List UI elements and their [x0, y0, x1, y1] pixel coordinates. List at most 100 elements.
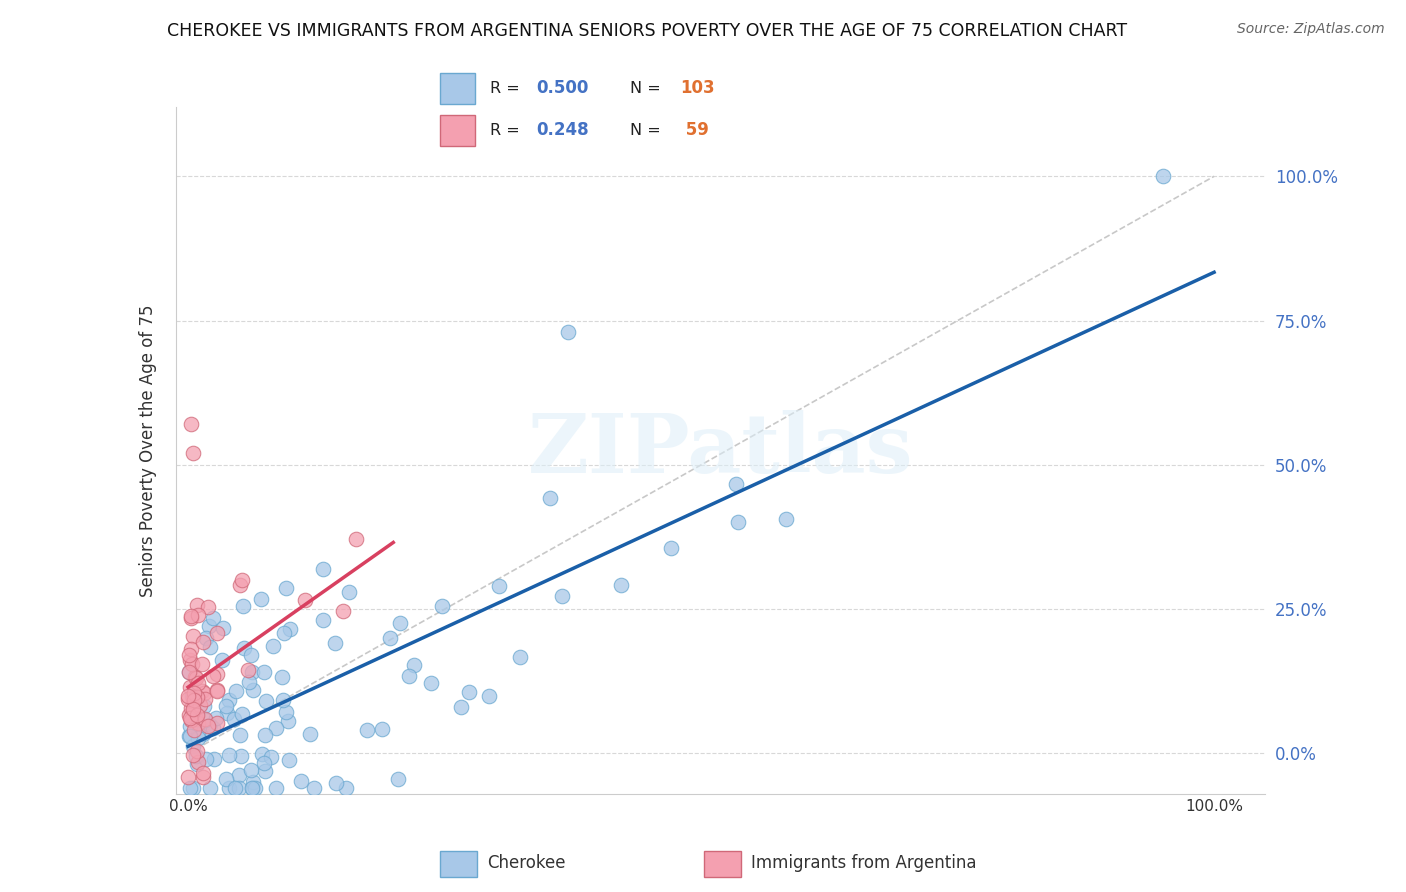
Text: 0.248: 0.248 [537, 121, 589, 139]
Point [180, 611, 202, 625]
Text: Immigrants from Argentina: Immigrants from Argentina [751, 854, 976, 872]
Point [193, 685, 215, 699]
Point [242, 775, 264, 789]
Point [218, 748, 240, 763]
Point [610, 578, 633, 592]
Text: 103: 103 [681, 79, 714, 97]
Point [191, 657, 214, 671]
Point [183, 690, 205, 705]
Point [337, 585, 360, 599]
Point [262, 639, 284, 653]
Point [186, 757, 208, 772]
Point [212, 621, 235, 635]
Point [557, 325, 579, 339]
Point [228, 781, 250, 796]
Point [197, 599, 219, 614]
Point [240, 665, 263, 680]
Point [430, 599, 453, 613]
Point [205, 667, 228, 681]
Point [186, 599, 208, 613]
Point [198, 619, 221, 633]
Point [378, 631, 401, 645]
Point [184, 671, 207, 685]
Point [179, 652, 201, 666]
Point [238, 664, 260, 678]
Point [277, 714, 299, 729]
Point [177, 689, 200, 703]
Point [181, 748, 204, 763]
Point [180, 642, 202, 657]
Point [191, 765, 214, 780]
Point [332, 604, 354, 618]
Point [724, 476, 747, 491]
Point [187, 756, 209, 770]
Point [177, 770, 200, 784]
Point [193, 712, 215, 726]
Point [457, 685, 479, 699]
Point [179, 729, 201, 743]
Point [218, 692, 240, 706]
Point [214, 772, 236, 787]
Point [197, 719, 219, 733]
Point [205, 626, 228, 640]
Point [311, 562, 333, 576]
Point [180, 701, 202, 715]
Point [264, 781, 287, 796]
Point [229, 749, 252, 764]
Point [238, 674, 260, 689]
Point [187, 608, 209, 623]
Point [302, 781, 325, 796]
Point [245, 781, 267, 796]
Point [181, 657, 204, 671]
Point [202, 752, 225, 766]
Point [242, 682, 264, 697]
Text: R =: R = [489, 80, 524, 95]
Point [240, 781, 263, 796]
Point [398, 669, 420, 683]
Point [202, 669, 225, 683]
Point [183, 723, 205, 737]
Point [179, 711, 201, 725]
Point [186, 707, 208, 722]
Point [222, 712, 245, 726]
Point [259, 750, 281, 764]
Point [180, 608, 202, 623]
Bar [440, 851, 478, 877]
Point [177, 665, 200, 679]
Point [183, 693, 205, 707]
Point [181, 446, 204, 460]
Text: ZIPatlas: ZIPatlas [527, 410, 914, 491]
Point [228, 768, 250, 782]
Point [204, 710, 226, 724]
Point [225, 684, 247, 698]
Text: 59: 59 [681, 121, 709, 139]
Text: Source: ZipAtlas.com: Source: ZipAtlas.com [1237, 22, 1385, 37]
Point [239, 764, 262, 778]
Point [253, 665, 276, 680]
Point [179, 781, 201, 796]
Point [551, 589, 574, 603]
Point [370, 723, 392, 737]
Point [1152, 169, 1174, 184]
Text: R =: R = [489, 123, 524, 138]
Bar [703, 851, 741, 877]
Point [277, 753, 299, 767]
Point [273, 626, 295, 640]
Y-axis label: Seniors Poverty Over the Age of 75: Seniors Poverty Over the Age of 75 [139, 304, 157, 597]
Point [193, 770, 215, 784]
Point [232, 640, 254, 655]
Point [184, 748, 207, 763]
Point [194, 713, 217, 727]
Point [231, 707, 253, 722]
Point [229, 577, 252, 591]
Point [181, 739, 204, 753]
Point [191, 683, 214, 698]
Text: N =: N = [630, 123, 665, 138]
Point [299, 727, 322, 741]
Point [183, 670, 205, 684]
Point [325, 776, 347, 790]
Point [250, 747, 273, 761]
Point [253, 756, 276, 770]
Point [191, 727, 214, 741]
Point [205, 684, 228, 698]
